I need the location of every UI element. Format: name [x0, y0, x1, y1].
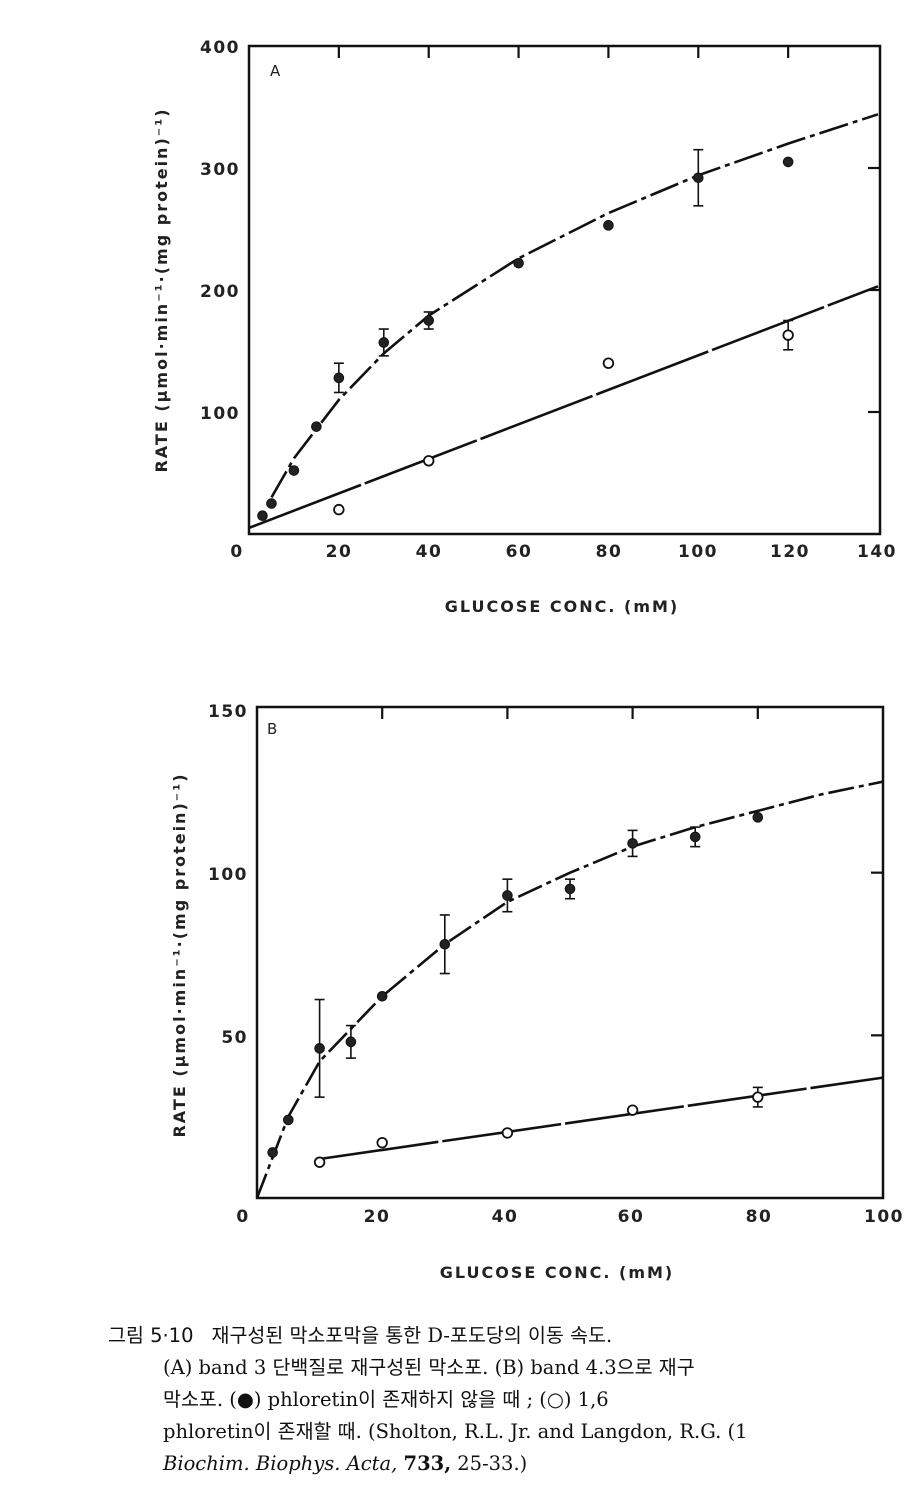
x-tick-label: 40 — [492, 1207, 519, 1227]
x-tick-label: 120 — [770, 542, 810, 562]
data-point-filled — [378, 337, 390, 348]
data-point-filled — [502, 890, 513, 901]
panel-b-frame — [255, 705, 885, 1200]
data-point-open — [602, 357, 615, 369]
caption-title: 재구성된 막소포막을 통한 D-포도당의 이동 속도. — [211, 1324, 613, 1347]
x-tick-label: 20 — [326, 542, 353, 562]
data-point-filled — [439, 938, 451, 950]
x-tick-label: 80 — [746, 1207, 773, 1227]
data-point-filled — [627, 838, 638, 849]
y-tick-label: 300 — [200, 160, 240, 180]
data-point-filled — [283, 1114, 294, 1126]
panel-b-y-axis-title: RATE (μmol·min⁻¹·(mg protein)⁻¹) — [170, 772, 189, 1137]
x-tick-label: 80 — [596, 542, 623, 562]
data-point-open — [501, 1127, 514, 1139]
y-tick-label: 400 — [200, 38, 240, 58]
x-tick-label: 0 — [230, 542, 243, 562]
panel-b-label: B — [267, 720, 277, 738]
panel-b-y-tick-labels: 50 100 150 — [208, 702, 248, 1048]
data-point-open — [423, 455, 435, 467]
x-tick-label: 100 — [678, 542, 718, 562]
caption-journal: Biochim. Biophys. Acta, — [163, 1452, 398, 1475]
x-tick-label: 0 — [236, 1207, 249, 1227]
x-tick-label: 140 — [857, 542, 897, 562]
x-tick-label: 60 — [506, 542, 533, 562]
y-tick-label: 200 — [200, 282, 240, 302]
data-point-filled — [311, 421, 322, 432]
panel-a-frame — [247, 44, 882, 536]
panel-a-plot-area — [248, 113, 879, 530]
caption-volume: 733, — [403, 1452, 452, 1475]
panel-b: B 0 20 40 60 80 100 50 100 150 GLUCOSE C… — [170, 702, 904, 1282]
panel-a-x-axis-title: GLUCOSE CONC. (mM) — [445, 597, 679, 616]
data-point-filled — [603, 220, 614, 231]
panel-a-y-tick-labels: 100 200 300 400 — [200, 38, 240, 424]
caption-pages: 25-33.) — [457, 1452, 528, 1475]
fit-line — [319, 1076, 884, 1161]
figure-caption: 그림 5·10 재구성된 막소포막을 통한 D-포도당의 이동 속도. (A) b… — [108, 1320, 906, 1480]
panel-a-label: A — [270, 62, 281, 80]
y-tick-label: 50 — [221, 1028, 248, 1048]
data-point-filled — [345, 1036, 357, 1048]
y-tick-label: 100 — [200, 404, 240, 424]
data-point-filled — [333, 372, 345, 384]
panel-b-x-axis-title: GLUCOSE CONC. (mM) — [440, 1263, 674, 1282]
fit-line — [255, 780, 884, 1199]
data-point-open — [782, 329, 794, 341]
data-point-open — [626, 1104, 639, 1116]
panel-a-x-tick-labels: 0 20 40 60 80 100 120 140 — [230, 542, 897, 562]
caption-line-5: Biochim. Biophys. Acta, 733, 25-33.) — [108, 1448, 906, 1480]
panel-b-ticks — [381, 707, 883, 1037]
panel-a: A 0 20 40 60 80 100 120 140 100 200 300 … — [152, 38, 897, 616]
data-point-filled — [692, 172, 704, 184]
data-point-filled — [782, 156, 794, 168]
data-point-open — [752, 1091, 764, 1103]
caption-line-3: 막소포. (●) phloretin이 존재하지 않을 때 ; (○) 1,6 — [163, 1388, 609, 1411]
panel-b-x-tick-labels: 0 20 40 60 80 100 — [236, 1207, 904, 1227]
data-point-filled — [513, 257, 524, 269]
data-point-filled — [267, 1147, 278, 1158]
data-point-open — [333, 503, 345, 516]
caption-line-1: 그림 5·10 재구성된 막소포막을 통한 D-포도당의 이동 속도. — [108, 1320, 906, 1352]
data-point-open — [376, 1136, 388, 1149]
data-point-filled — [288, 465, 300, 476]
panel-a-y-axis-title: RATE (μmol·min⁻¹·(mg protein)⁻¹) — [152, 107, 171, 472]
caption-figure-number: 그림 5·10 — [108, 1324, 194, 1347]
figure: A 0 20 40 60 80 100 120 140 100 200 300 … — [152, 38, 904, 1282]
data-point-filled — [314, 1043, 325, 1054]
y-tick-label: 150 — [208, 702, 248, 722]
caption-line-2: (A) band 3 단백질로 재구성된 막소포. (B) band 4.3으로… — [163, 1356, 695, 1379]
data-point-filled — [689, 831, 701, 843]
panel-a-ticks — [337, 46, 880, 414]
data-point-open — [313, 1156, 326, 1168]
y-tick-label: 100 — [208, 865, 248, 885]
x-tick-label: 60 — [618, 1207, 645, 1227]
caption-line-4: phloretin이 존재할 때. (Sholton, R.L. Jr. and… — [163, 1420, 748, 1443]
panel-b-plot-area — [255, 780, 884, 1199]
x-tick-label: 100 — [864, 1207, 904, 1227]
data-point-filled — [564, 883, 576, 895]
data-point-filled — [257, 510, 268, 522]
fit-line — [270, 113, 879, 499]
data-point-filled — [752, 812, 764, 823]
x-tick-label: 20 — [364, 1207, 391, 1227]
fit-line — [248, 285, 879, 530]
x-tick-label: 40 — [416, 542, 443, 562]
data-point-filled — [266, 498, 277, 509]
data-point-filled — [423, 315, 435, 326]
data-point-filled — [376, 990, 388, 1002]
